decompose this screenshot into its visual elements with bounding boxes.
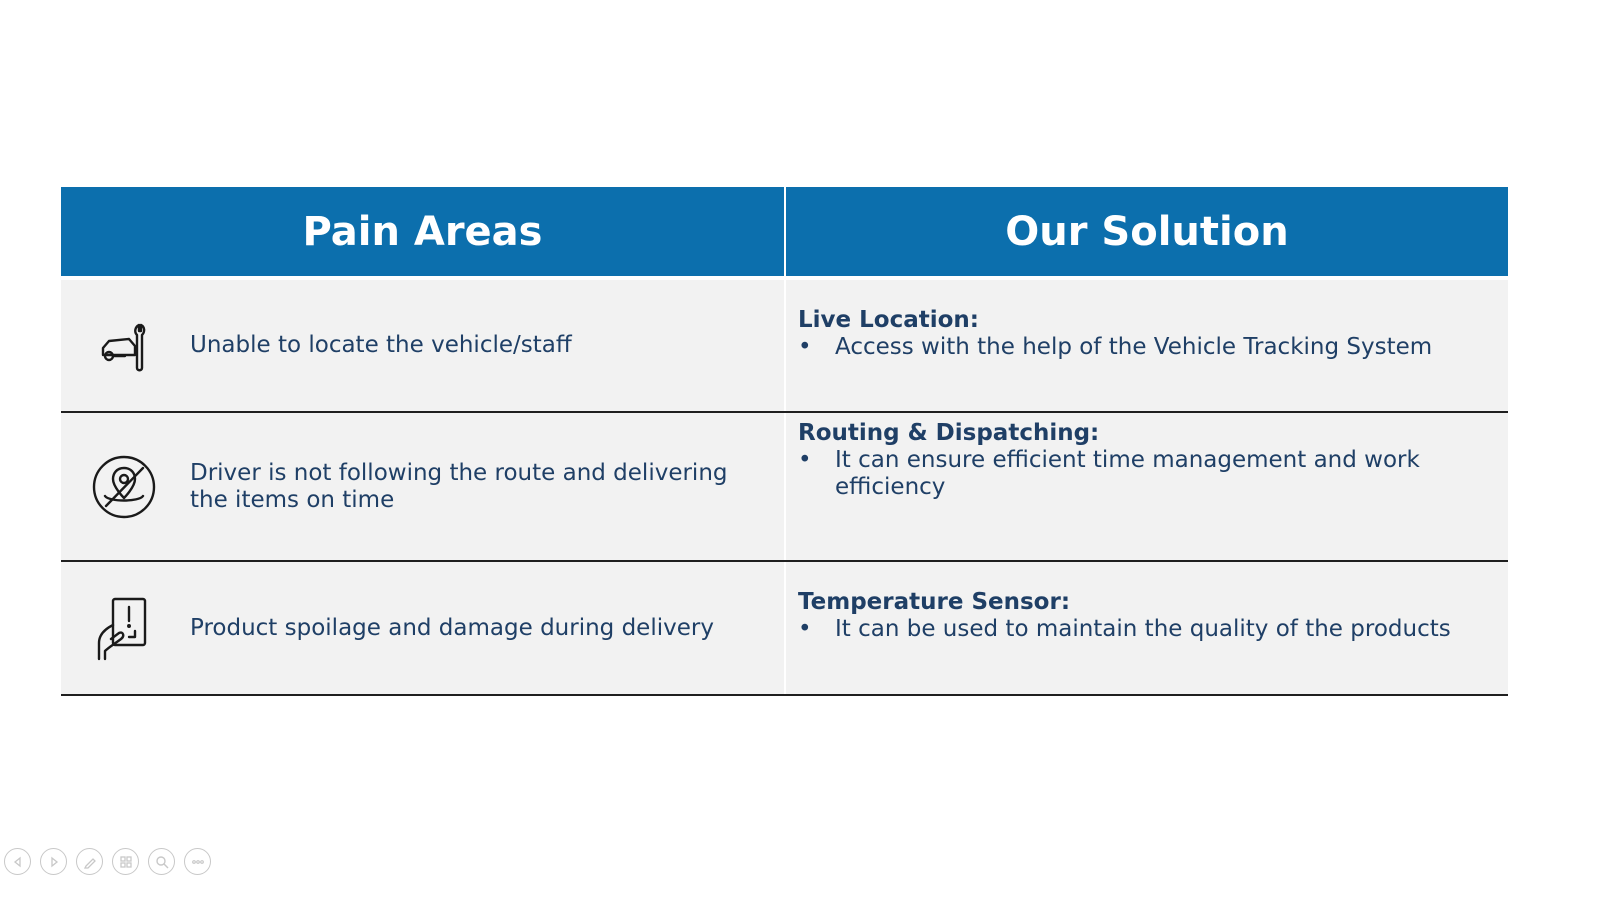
car-wrench-icon [91, 313, 157, 379]
table-row: Product spoilage and damage during deliv… [61, 562, 1508, 696]
pain-text: Unable to locate the vehicle/staff [190, 332, 572, 358]
pen-button[interactable] [76, 848, 103, 875]
table-row: Driver is not following the route and de… [61, 413, 1508, 562]
no-location-icon [91, 454, 157, 520]
table-header: Pain Areas Our Solution [61, 187, 1508, 276]
header-divider [61, 276, 1508, 280]
next-slide-icon [50, 856, 58, 867]
solution-cell: Temperature Sensor: • It can be used to … [784, 562, 1506, 694]
bullet-dot: • [798, 447, 812, 473]
pen-icon [83, 857, 96, 869]
bullet-dot: • [798, 334, 812, 360]
header-our-solution: Our Solution [784, 187, 1508, 276]
slideshow-controls [4, 848, 211, 875]
solution-title: Routing & Dispatching: [798, 420, 1100, 446]
solution-bullet-text: It can ensure efficient time management … [835, 447, 1420, 500]
more-options-button[interactable] [184, 848, 211, 875]
header-pain-areas: Pain Areas [302, 208, 543, 255]
more-options-icon [191, 859, 204, 864]
table-row: Unable to locate the vehicle/staff Live … [61, 280, 1508, 413]
solution-bullet-text: It can be used to maintain the quality o… [835, 616, 1451, 642]
next-slide-button[interactable] [40, 848, 67, 875]
solution-title: Live Location: [798, 307, 980, 333]
slides-grid-icon [119, 855, 132, 868]
slides-grid-button[interactable] [112, 848, 139, 875]
solution-bullet: • Access with the help of the Vehicle Tr… [798, 334, 1506, 361]
solution-cell: Routing & Dispatching: • It can ensure e… [784, 413, 1506, 560]
pain-text: Driver is not following the route and de… [190, 459, 728, 513]
pain-cell: Product spoilage and damage during deliv… [61, 562, 784, 694]
solution-bullet: • It can ensure efficient time managemen… [798, 447, 1506, 501]
solution-cell: Live Location: • Access with the help of… [784, 280, 1506, 411]
previous-slide-icon [13, 856, 21, 867]
solution-bullet: • It can be used to maintain the quality… [798, 616, 1506, 643]
pain-cell: Unable to locate the vehicle/staff [61, 280, 784, 411]
previous-slide-button[interactable] [4, 848, 31, 875]
hand-device-alert-icon [91, 595, 157, 661]
solution-bullet-text: Access with the help of the Vehicle Trac… [835, 334, 1433, 360]
bullet-dot: • [798, 616, 812, 642]
pain-text: Product spoilage and damage during deliv… [190, 614, 714, 641]
solution-title: Temperature Sensor: [798, 589, 1071, 615]
zoom-button[interactable] [148, 848, 175, 875]
pain-solution-table: Pain Areas Our Solution Unable to locate… [61, 187, 1508, 696]
pain-cell: Driver is not following the route and de… [61, 413, 784, 560]
zoom-icon [155, 855, 168, 868]
